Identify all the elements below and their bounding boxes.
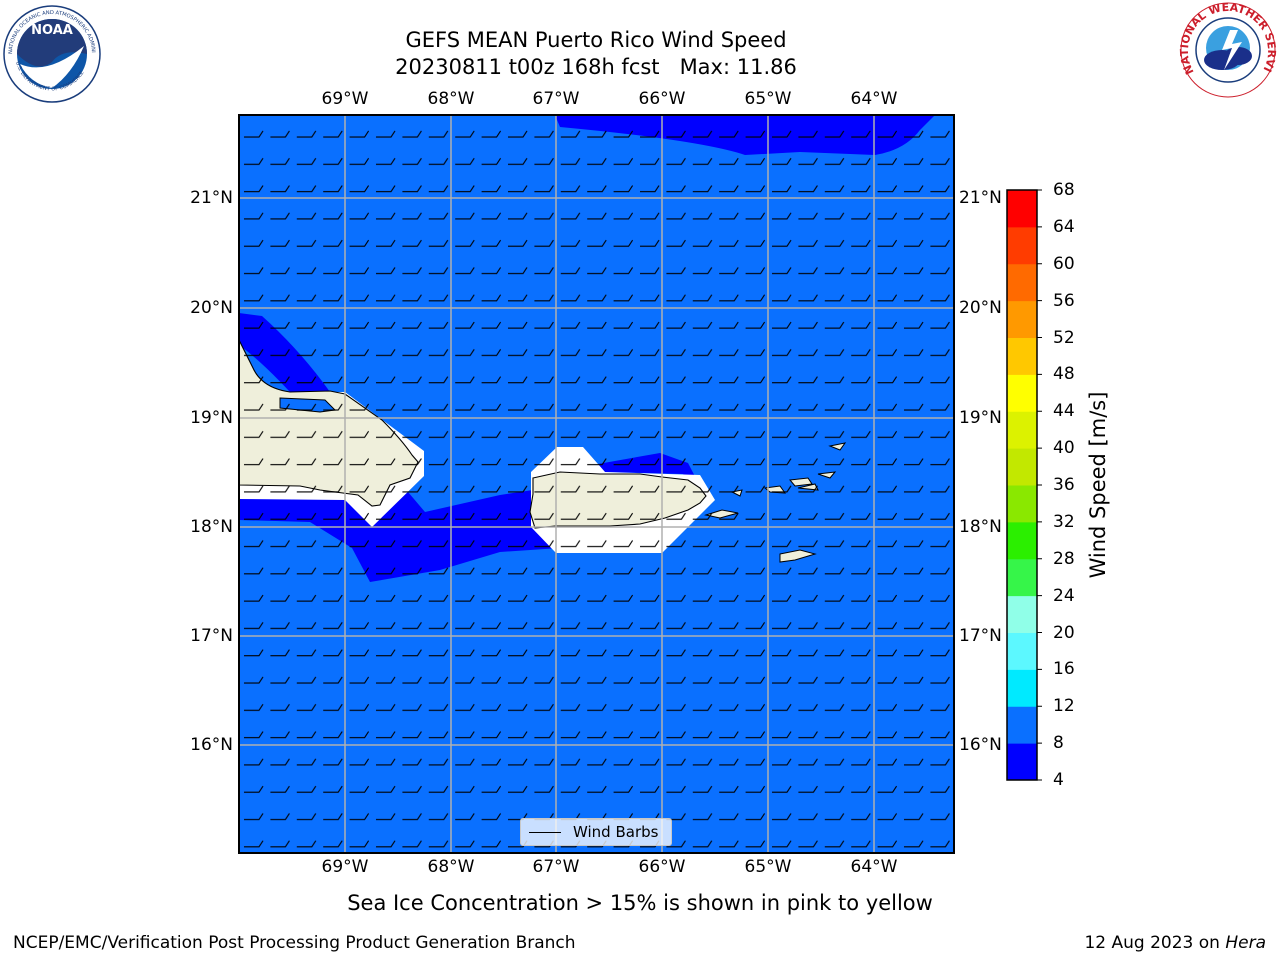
lat-tick-right: 19°N xyxy=(959,408,1002,428)
wind-barbs xyxy=(239,115,954,853)
lat-tick-right: 17°N xyxy=(959,626,1002,646)
colorbar-label: Wind Speed [m/s] xyxy=(1086,391,1110,579)
colorbar-tick-label: 32 xyxy=(1053,511,1075,532)
footer-organization: NCEP/EMC/Verification Post Processing Pr… xyxy=(13,933,576,953)
footer-host: Hera xyxy=(1225,933,1266,953)
lat-tick-right: 21°N xyxy=(959,188,1002,208)
colorbar-tick-label: 68 xyxy=(1053,180,1075,200)
sea-ice-caption: Sea Ice Concentration > 15% is shown in … xyxy=(347,891,933,915)
colorbar-tick-label: 56 xyxy=(1053,290,1075,311)
lat-tick-left: 20°N xyxy=(190,298,233,318)
colorbar-tick-label: 24 xyxy=(1053,585,1075,606)
colorbar-tick-label: 28 xyxy=(1053,548,1075,569)
gridlines xyxy=(239,115,954,853)
colorbar-segment xyxy=(1007,558,1037,597)
colorbar-segment xyxy=(1007,706,1037,744)
colorbar-tick-label: 16 xyxy=(1053,659,1075,680)
colorbar-segment xyxy=(1007,669,1037,707)
map-frame xyxy=(238,114,955,854)
lon-tick-bottom: 66°W xyxy=(638,857,686,877)
colorbar-tick-label: 40 xyxy=(1053,438,1075,459)
colorbar-segment xyxy=(1007,632,1037,670)
colorbar-segment xyxy=(1007,411,1037,449)
lat-tick-left: 16°N xyxy=(190,735,233,755)
lat-tick-left: 17°N xyxy=(190,626,233,646)
colorbar-tick-label: 52 xyxy=(1053,327,1075,348)
colorbar-segment xyxy=(1007,485,1037,523)
colorbar-tick-label: 8 xyxy=(1053,733,1064,754)
footer-date-text: 12 Aug 2023 on xyxy=(1084,933,1226,953)
colorbar-segment xyxy=(1007,190,1037,228)
lon-tick-top: 64°W xyxy=(850,89,898,109)
colorbar-segment xyxy=(1007,263,1037,302)
noaa-logo: NOAA NATIONAL OCEANIC AND ATMOSPHERIC AD… xyxy=(2,4,101,103)
colorbar-tick-label: 44 xyxy=(1053,401,1075,422)
lon-tick-top: 68°W xyxy=(427,89,475,109)
chart-subtitle: 20230811 t00z 168h fcst Max: 11.86 xyxy=(395,55,797,79)
noaa-logo-text: NOAA xyxy=(31,23,73,38)
lon-tick-bottom: 68°W xyxy=(427,857,475,877)
colorbar-segment xyxy=(1007,337,1037,375)
lat-tick-left: 21°N xyxy=(190,188,233,208)
lon-tick-bottom: 67°W xyxy=(532,857,580,877)
lon-tick-bottom: 64°W xyxy=(850,857,898,877)
colorbar xyxy=(1006,189,1042,781)
colorbar-segment xyxy=(1007,374,1037,412)
colorbar-segment xyxy=(1007,743,1037,781)
colorbar-tick-label: 12 xyxy=(1053,696,1075,717)
colorbar-tick-label: 20 xyxy=(1053,622,1075,643)
lon-tick-top: 65°W xyxy=(744,89,792,109)
legend-label: Wind Barbs xyxy=(573,823,659,841)
lat-tick-left: 18°N xyxy=(190,517,233,537)
lon-tick-top: 67°W xyxy=(532,89,580,109)
colorbar-tick-label: 48 xyxy=(1053,364,1075,385)
chart-title: GEFS MEAN Puerto Rico Wind Speed xyxy=(405,28,787,52)
colorbar-segment xyxy=(1007,521,1037,560)
colorbar-tick-label: 60 xyxy=(1053,253,1075,274)
colorbar-segment xyxy=(1007,595,1037,633)
lat-tick-left: 19°N xyxy=(190,408,233,428)
colorbar-tick-label: 64 xyxy=(1053,216,1075,237)
lon-tick-top: 66°W xyxy=(638,89,686,109)
lon-tick-bottom: 69°W xyxy=(321,857,369,877)
lon-tick-top: 69°W xyxy=(321,89,369,109)
lat-tick-right: 18°N xyxy=(959,517,1002,537)
colorbar-segment xyxy=(1007,226,1037,265)
colorbar-tick-label: 36 xyxy=(1053,475,1075,495)
lat-tick-right: 20°N xyxy=(959,298,1002,318)
colorbar-segment xyxy=(1007,448,1037,486)
lat-tick-right: 16°N xyxy=(959,735,1002,755)
footer-date: 12 Aug 2023 on Hera xyxy=(1084,933,1266,953)
legend: Wind Barbs xyxy=(520,818,672,846)
wind-barb-legend-line xyxy=(529,831,561,833)
nws-logo: NATIONAL WEATHER SERVICE xyxy=(1178,0,1278,98)
colorbar-tick-label: 4 xyxy=(1053,770,1064,790)
colorbar-segment xyxy=(1007,300,1037,338)
lon-tick-bottom: 65°W xyxy=(744,857,792,877)
